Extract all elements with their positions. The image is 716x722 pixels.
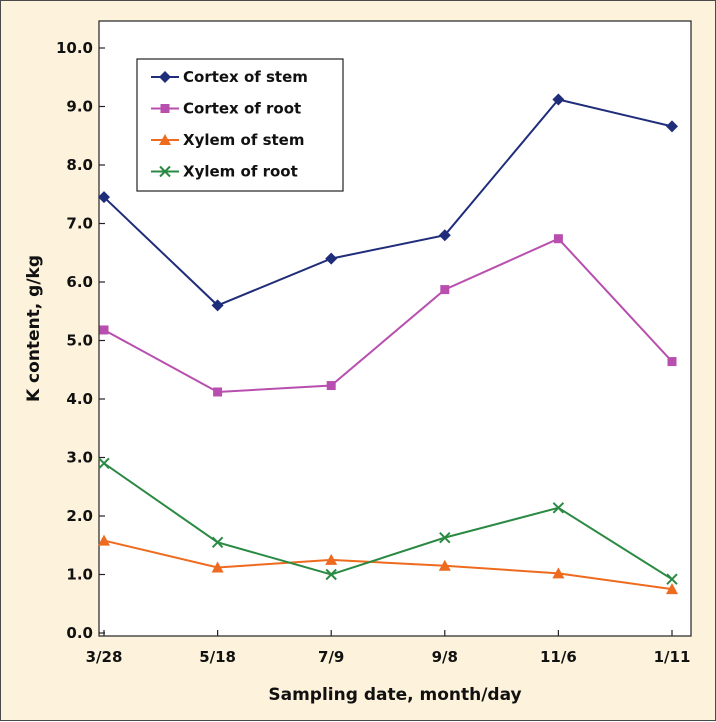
data-point-xylem-of-stem [211,561,224,573]
y-tick-label: 10.0 [56,39,93,57]
legend-item-xylem-of-stem: Xylem of stem [151,131,304,149]
series-line-cortex-of-stem [103,98,673,307]
data-point-xylem-of-stem [325,553,338,565]
y-tick-label: 4.0 [66,390,93,408]
data-point-xylem-of-stem [98,534,110,546]
data-point-cortex-of-stem [98,191,110,204]
data-point-cortex-of-stem [211,299,224,312]
data-point-cortex-of-stem [438,229,451,242]
data-point-xylem-of-stem [552,567,565,579]
legend: Cortex of stem Cortex of root Xylem of ste… [136,58,344,192]
data-point-xylem-of-root [325,568,337,581]
y-tick-label: 1.0 [66,566,93,584]
legend-label: Cortex of stem [183,68,308,86]
series-xylem-of-stem [98,534,678,595]
legend-item-cortex-of-stem: Cortex of stem [151,68,308,86]
data-point-xylem-of-root [552,502,565,514]
y-tick-label: 3.0 [66,449,93,467]
legend-box [136,58,344,192]
y-tick-label: 0.0 [66,624,93,642]
data-point-cortex-of-root [667,357,677,367]
x-tick-label: 5/18 [199,648,236,666]
x-tick-label: 7/9 [318,648,344,666]
x-tick-label: 3/28 [86,648,123,666]
legend-item-xylem-of-root: Xylem of root [151,163,298,181]
y-tick-label: 9.0 [66,98,93,116]
series-cortex-of-root [99,234,677,397]
x-tick-label: 11/6 [540,648,577,666]
legend-marker [159,71,171,83]
legend-label: Cortex of root [183,100,301,118]
data-point-cortex-of-stem [552,93,565,106]
series-layer [98,93,678,595]
y-tick-label: 2.0 [66,507,93,525]
series-cortex-of-stem [98,93,678,312]
data-point-cortex-of-root [553,234,563,244]
x-axis-title: Sampling date, month/day [268,685,521,705]
data-point-cortex-of-root [213,387,223,397]
data-point-xylem-of-stem [438,559,451,571]
y-tick-label: 7.0 [66,215,93,233]
legend-marker [160,104,170,113]
legend-item-cortex-of-root: Cortex of root [151,100,301,118]
series-xylem-of-root [98,457,678,585]
y-tick-label: 8.0 [66,156,93,174]
axis-ticks: 0.0 1.0 2.0 3.0 4.0 5.0 6.0 7.0 8.0 9.0 10.0 3/28 5/… [56,39,690,666]
legend-label: Xylem of stem [183,131,304,149]
series-line-xylem-of-stem [103,539,673,591]
data-point-xylem-of-root [439,531,451,544]
data-point-xylem-of-root [211,536,224,549]
x-tick-label: 1/11 [654,648,691,666]
data-point-cortex-of-root [326,381,336,391]
data-point-xylem-of-stem [666,583,678,595]
data-point-cortex-of-stem [325,252,338,265]
y-tick-label: 5.0 [66,332,93,350]
data-point-cortex-of-root [440,285,450,295]
legend-marker [159,134,171,145]
data-point-cortex-of-root [99,325,109,335]
data-point-cortex-of-stem [666,120,678,133]
y-axis-title: K content, g/kg [24,255,44,402]
legend-label: Xylem of root [183,163,298,181]
legend-marker [159,165,171,178]
series-line-cortex-of-root [103,237,673,393]
y-tick-label: 6.0 [66,273,93,291]
data-point-xylem-of-root [98,457,110,470]
series-line-xylem-of-root [103,462,673,581]
data-point-xylem-of-root [666,573,678,585]
x-tick-label: 9/8 [432,648,458,666]
